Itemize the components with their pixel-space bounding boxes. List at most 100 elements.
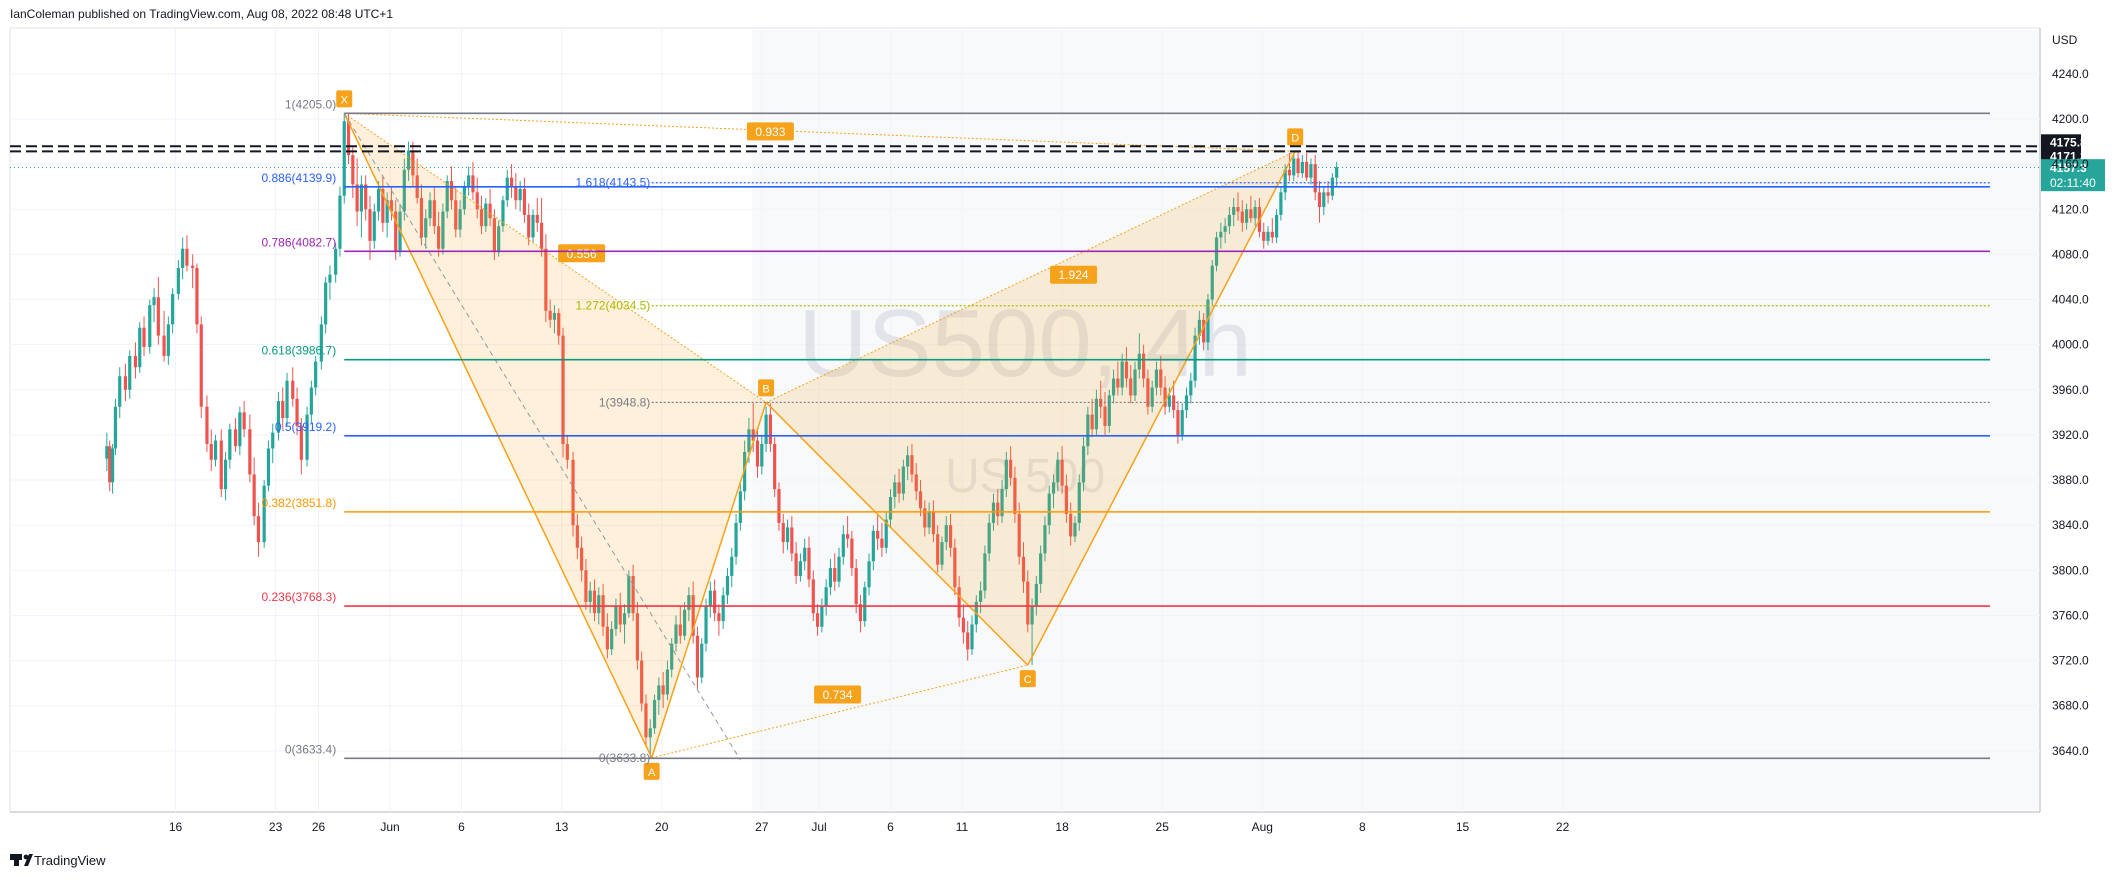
candle-body xyxy=(1129,378,1133,396)
candle-body xyxy=(661,685,665,695)
candle-body xyxy=(721,595,725,622)
candle-body xyxy=(176,267,180,294)
time-tick-label: 26 xyxy=(312,820,326,834)
candle-body xyxy=(644,703,648,738)
candle-body xyxy=(867,561,871,588)
candle-body xyxy=(910,455,914,475)
candle-body xyxy=(700,643,704,678)
price-tick-label: 3760.0 xyxy=(2052,608,2089,622)
candle-body xyxy=(914,474,918,492)
fib-extension-label: 1.618(4143.5) xyxy=(576,176,651,190)
candle-body xyxy=(1283,169,1287,193)
candle-body xyxy=(592,590,597,614)
candle-body xyxy=(338,195,342,249)
time-tick-label: 22 xyxy=(1556,820,1570,834)
candle-body xyxy=(815,613,820,627)
candle-body xyxy=(1292,158,1296,176)
candle-body xyxy=(108,446,112,483)
candle-body xyxy=(256,516,261,543)
fib-retracement-label: 0.236(3768.3) xyxy=(262,590,337,604)
tradingview-logo: TradingView xyxy=(10,853,106,868)
candle-body xyxy=(411,150,415,176)
price-tick-label: 4200.0 xyxy=(2052,112,2089,126)
candle-body xyxy=(1009,459,1013,478)
candle-body xyxy=(342,121,346,196)
candle-body xyxy=(364,184,368,210)
candle-body xyxy=(1322,192,1326,207)
candle-body xyxy=(531,214,535,238)
price-tick-label: 4040.0 xyxy=(2052,293,2089,307)
pattern-point-c: C xyxy=(1024,674,1032,686)
candle-body xyxy=(824,587,828,607)
candle-body xyxy=(588,590,592,602)
time-tick-label: Aug xyxy=(1252,820,1273,834)
candle-body xyxy=(966,632,970,650)
candle-body xyxy=(678,624,682,636)
candle-body xyxy=(1056,459,1060,483)
candle-body xyxy=(1077,482,1081,523)
candle-body xyxy=(884,519,888,548)
pattern-point-x-bg xyxy=(336,90,353,108)
fib-retracement-label: 0.886(4139.9) xyxy=(262,171,337,185)
price-axis: 3640.0 3680.0 3720.0 3760.0 3800.0 3840.0 3880… xyxy=(2052,67,2089,758)
candle-body xyxy=(191,265,195,268)
pattern-ratio-label-bg xyxy=(558,244,606,263)
candle-body xyxy=(213,440,218,460)
bar-countdown: 02:11:40 xyxy=(2050,176,2096,190)
candle-body xyxy=(1094,398,1099,430)
candle-body xyxy=(841,534,845,557)
candle-body xyxy=(1069,513,1073,537)
candle-body xyxy=(1026,581,1030,625)
time-tick-label: 23 xyxy=(269,820,283,834)
candle-body xyxy=(918,491,923,509)
candle-body xyxy=(1279,192,1283,215)
candle-body xyxy=(1159,369,1163,388)
candle-body xyxy=(424,218,428,238)
candle-body xyxy=(781,522,785,543)
price-tick-label: 4160.0 xyxy=(2052,157,2089,171)
candle-body xyxy=(640,660,644,704)
candle-body xyxy=(195,267,199,325)
candle-body xyxy=(118,376,122,407)
price-tick-label: 3880.0 xyxy=(2052,473,2089,487)
candle-body xyxy=(1262,231,1266,241)
bcd-triangle xyxy=(766,151,1296,666)
candle-body xyxy=(1163,387,1167,407)
price-tick-label: 4120.0 xyxy=(2052,202,2089,216)
pattern-point-b: B xyxy=(762,383,769,395)
candle-body xyxy=(1021,556,1026,582)
candle-body xyxy=(1030,606,1034,625)
candle-body xyxy=(514,186,518,201)
candle-body xyxy=(385,200,389,223)
candle-body xyxy=(291,380,295,399)
candle-body xyxy=(597,595,601,614)
candle-body xyxy=(432,200,436,227)
candle-body xyxy=(717,613,721,622)
candle-body xyxy=(509,177,514,187)
time-tick-label: Jul xyxy=(811,820,826,834)
candle-body xyxy=(1150,387,1154,407)
candle-body xyxy=(488,203,492,219)
candle-body xyxy=(773,443,777,490)
fib-extension-label: 1(3948.8) xyxy=(599,395,650,409)
candle-body xyxy=(730,556,734,576)
candle-body xyxy=(402,169,406,212)
fib-retracement-label: 0.382(3851.8) xyxy=(262,496,337,510)
candle-body xyxy=(1249,209,1253,219)
candle-body xyxy=(1287,169,1292,176)
candle-body xyxy=(276,401,281,433)
logo-dot-icon xyxy=(23,854,29,860)
candle-body xyxy=(1107,395,1111,426)
candle-body xyxy=(454,200,458,230)
candle-body xyxy=(704,606,708,644)
candle-body xyxy=(467,175,471,187)
candle-body xyxy=(622,613,627,625)
candle-body xyxy=(1137,353,1141,370)
candle-body xyxy=(445,181,449,212)
candle-body xyxy=(785,527,790,543)
candle-body xyxy=(389,200,394,212)
pattern-point-d: D xyxy=(1291,132,1299,144)
candle-body xyxy=(1244,209,1249,223)
candle-body xyxy=(1223,226,1227,232)
fib-retracement-label: 0.5(3919.2) xyxy=(275,420,336,434)
